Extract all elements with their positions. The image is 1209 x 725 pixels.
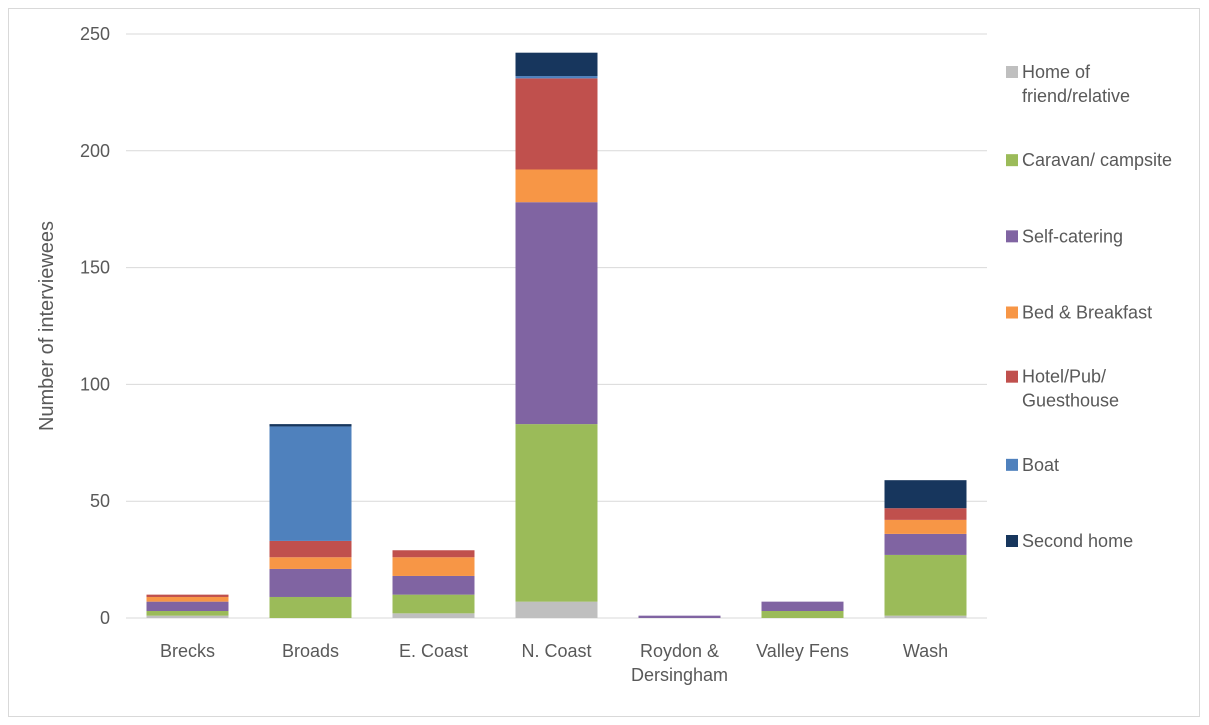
bar-segment [269,557,352,569]
bar-segment [884,519,967,534]
bar-segment [392,575,475,595]
legend-swatch [1006,230,1018,243]
bar-segment [392,550,475,558]
x-tick-label: E. Coast [399,641,468,661]
legend-swatch [1006,458,1018,471]
legend-label: Bed & Breakfast [1022,303,1152,323]
y-tick-label: 250 [80,24,110,44]
bar-segment [146,596,229,602]
bar-segment [515,76,598,79]
legend-label: Self-catering [1022,226,1123,246]
legend-swatch [1006,370,1018,383]
bar-segment [884,554,967,616]
legend-label-line: Caravan/ campsite [1022,150,1172,170]
legend-label-line: Boat [1022,455,1059,475]
legend-swatch [1006,535,1018,547]
x-axis-ticks: Brecks Broads E. Coast N. Coast Roydon & Ders… [160,641,948,685]
legend-label: Boat [1022,455,1059,475]
bar-segment [392,557,475,576]
bar-segment [761,610,844,618]
x-tick-label-line: Broads [282,641,339,661]
bar-segment [515,202,598,425]
x-tick-label-line: Valley Fens [756,641,849,661]
y-tick-label: 100 [80,374,110,394]
bar-segment [269,596,352,618]
bar-segment [146,615,229,618]
bars [146,52,967,618]
bar-segment [884,615,967,618]
x-tick-label-line: Roydon & [640,641,719,661]
bar-segment [515,601,598,618]
bar-segment [269,426,352,541]
x-tick-label: Brecks [160,641,215,661]
legend-label-line: Guesthouse [1022,391,1119,411]
x-tick-label-line: E. Coast [399,641,468,661]
bar-segment [146,610,229,616]
x-tick-label-line: N. Coast [521,641,591,661]
bar-segment [761,601,844,611]
legend-swatch [1006,154,1018,167]
bar-segment [269,568,352,597]
bar-segment [269,424,352,427]
y-axis-title: Number of interviewees [36,221,58,431]
y-tick-label: 0 [100,608,110,628]
legend-label-line: Second home [1022,531,1133,551]
bar-segment [515,52,598,77]
bar-segment [146,601,229,611]
bar-segment [269,540,352,558]
bar-segment [884,508,967,520]
legend-label: Home of friend/relative [1022,62,1130,106]
bar-segment [146,594,229,597]
y-tick-label: 200 [80,141,110,161]
bar-segment [392,613,475,618]
x-tick-label: Wash [903,641,948,661]
legend-label-line: Bed & Breakfast [1022,303,1152,323]
x-tick-label: Valley Fens [756,641,849,661]
x-tick-label: Roydon & Dersingham [631,641,728,685]
x-tick-label-line: Dersingham [631,665,728,685]
bar-segment [515,424,598,602]
bar-segment [638,615,721,618]
legend-label-line: Home of [1022,62,1091,82]
bar-segment [515,78,598,170]
legend-swatch [1006,306,1018,319]
x-tick-label: N. Coast [521,641,591,661]
legend-label: Caravan/ campsite [1022,150,1172,170]
bar-segment [884,480,967,509]
y-axis-ticks: 0 50 100 150 200 250 [80,24,110,628]
bar-segment [392,594,475,614]
bar-segment [515,169,598,203]
legend-swatch [1006,66,1018,78]
bar-segment [884,533,967,555]
legend-label-line: friend/relative [1022,86,1130,106]
chart-frame: 0 50 100 150 200 250 Brecks Broads E. Coast N. C… [8,8,1200,717]
legend-label-line: Hotel/Pub/ [1022,367,1106,387]
x-tick-label-line: Brecks [160,641,215,661]
x-tick-label-line: Wash [903,641,948,661]
legend: Home of friend/relative Caravan/ campsite S… [1006,62,1172,551]
y-tick-label: 150 [80,258,110,278]
legend-label-line: Self-catering [1022,226,1123,246]
legend-label: Hotel/Pub/Guesthouse [1022,367,1119,411]
y-tick-label: 50 [90,491,110,511]
stacked-bar-chart: 0 50 100 150 200 250 Brecks Broads E. Coast N. C… [36,24,1172,685]
x-tick-label: Broads [282,641,339,661]
legend-label: Second home [1022,531,1133,551]
